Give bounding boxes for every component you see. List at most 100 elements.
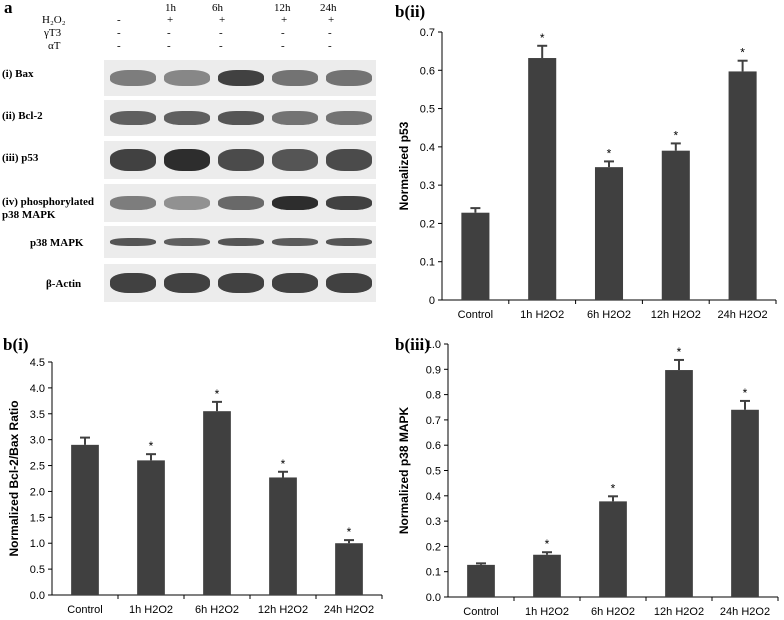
significance-mark: *: [540, 31, 545, 45]
x-tick-label: 12h H2O2: [654, 606, 704, 615]
significance-mark: *: [607, 146, 612, 160]
x-tick-label: 12h H2O2: [651, 309, 701, 321]
blot-band: [218, 238, 264, 246]
x-tick-label: 1h H2O2: [129, 604, 173, 615]
chart-bcl2-bax-panel: b(i) 0.0 0.5 1.0 1.5 2.0 2.5 3.0 3.5 4.0 4.5 Norma…: [0, 332, 390, 616]
x-tick-label: Control: [463, 606, 498, 615]
blot-panel: a 1h 6h 12h 24h H₂O₂ γT3 αT - + + + + - - - - - - -…: [0, 0, 385, 310]
y-tick-label: 0.9: [426, 364, 441, 376]
chart-bcl2-bax-panel-label: b(i): [3, 335, 29, 354]
blot-band: [272, 70, 318, 86]
blot-band: [218, 273, 264, 293]
row-label-phospho-p38-line2: p38 MAPK: [2, 209, 56, 221]
condition-mark: -: [167, 40, 171, 52]
blot-panel-label: a: [4, 0, 13, 17]
row-label-phospho-p38-line1: (iv) phosphorylated: [2, 196, 94, 208]
blot-band: [218, 196, 264, 210]
y-tick-label: 0.3: [420, 180, 435, 192]
y-tick-label: 4.0: [30, 383, 45, 395]
blot-band: [218, 111, 264, 125]
y-tick-label: 0.7: [426, 415, 441, 427]
blot-band: [272, 273, 318, 293]
y-tick-label: 0.1: [426, 567, 441, 579]
blot-band: [326, 238, 372, 246]
significance-mark: *: [677, 345, 682, 359]
time-label-4: 24h: [320, 2, 337, 14]
y-tick-label: 0.5: [426, 466, 441, 478]
blot-strip: [104, 226, 376, 258]
y-tick-label: 2.0: [30, 486, 45, 498]
blot-band: [110, 111, 156, 125]
x-tick-label: 6h H2O2: [195, 604, 239, 615]
row-label-bax: (i) Bax: [2, 68, 34, 80]
row-label-p38: p38 MAPK: [30, 237, 84, 249]
y-tick-label: 0.3: [426, 516, 441, 528]
blot-band: [326, 70, 372, 86]
x-tick-label: 24h H2O2: [720, 606, 770, 615]
time-label-1: 1h: [165, 2, 176, 14]
x-tick-label: 24h H2O2: [324, 604, 374, 615]
blot-strip: [104, 184, 376, 222]
blot-strip: [104, 141, 376, 179]
bar: [728, 71, 757, 300]
condition-mark: -: [117, 27, 121, 39]
bar: [269, 477, 297, 595]
blot-band: [164, 70, 210, 86]
bar: [137, 460, 165, 595]
y-tick-label: 0: [429, 295, 435, 307]
chart-bcl2-bax: 0.0 0.5 1.0 1.5 2.0 2.5 3.0 3.5 4.0 4.5 Normalized…: [7, 357, 383, 616]
blot-band: [326, 196, 372, 210]
blot-band: [164, 273, 210, 293]
condition-gt3-label: γT3: [44, 27, 62, 39]
chart-p53-panel: b(ii) 0 0.1 0.2 0.3 0.4 0.5 0.6 0.7 Normalized p…: [390, 0, 784, 330]
blot-band: [218, 149, 264, 171]
y-tick-label: 2.5: [30, 461, 45, 473]
blot-band: [164, 196, 210, 210]
y-axis-label: Normalized Bcl-2/Bax Ratio: [7, 400, 21, 556]
blot-band: [164, 238, 210, 246]
significance-mark: *: [740, 46, 745, 60]
bar: [599, 501, 627, 597]
y-tick-label: 0.4: [426, 491, 441, 503]
bar: [528, 58, 557, 300]
blot-band: [110, 196, 156, 210]
condition-mark: -: [281, 27, 285, 39]
x-tick-label: 1h H2O2: [520, 309, 564, 321]
condition-mark: -: [167, 27, 171, 39]
y-tick-label: 0.4: [420, 142, 435, 154]
blot-band: [272, 196, 318, 210]
y-tick-label: 0.6: [426, 440, 441, 452]
y-tick-label: 1.0: [426, 339, 441, 351]
y-tick-label: 0.5: [30, 564, 45, 576]
bar: [661, 150, 690, 300]
blot-strip: [104, 264, 376, 302]
significance-mark: *: [673, 128, 678, 142]
bar: [461, 212, 490, 300]
time-label-2: 6h: [212, 2, 223, 14]
x-tick-label: 1h H2O2: [525, 606, 569, 615]
significance-mark: *: [347, 525, 352, 539]
significance-mark: *: [149, 439, 154, 453]
blot-band: [164, 149, 210, 171]
x-tick-label: 6h H2O2: [591, 606, 635, 615]
chart-p38-panel: b(iii) 0.0 0.1 0.2 0.3 0.4 0.5 0.6 0.7 0.8 0.9 1.0…: [390, 332, 784, 618]
bar: [533, 554, 561, 597]
bar: [71, 444, 99, 595]
x-tick-label: 24h H2O2: [718, 309, 768, 321]
y-tick-label: 0.8: [426, 390, 441, 402]
blot-band: [110, 149, 156, 171]
blot-strip: [104, 100, 376, 136]
blot-band: [110, 273, 156, 293]
condition-mark: +: [167, 14, 174, 26]
condition-h2o2-label: H₂O₂: [42, 14, 66, 26]
blot-band: [326, 111, 372, 125]
y-tick-label: 0.6: [420, 65, 435, 77]
condition-mark: -: [219, 40, 223, 52]
blot-band: [110, 238, 156, 246]
y-tick-label: 0.2: [420, 218, 435, 230]
row-label-bcl2: (ii) Bcl-2: [2, 110, 43, 122]
condition-mark: -: [328, 40, 332, 52]
blot-band: [326, 149, 372, 171]
y-tick-label: 0.5: [420, 104, 435, 116]
row-label-p53: (iii) p53: [2, 152, 39, 164]
